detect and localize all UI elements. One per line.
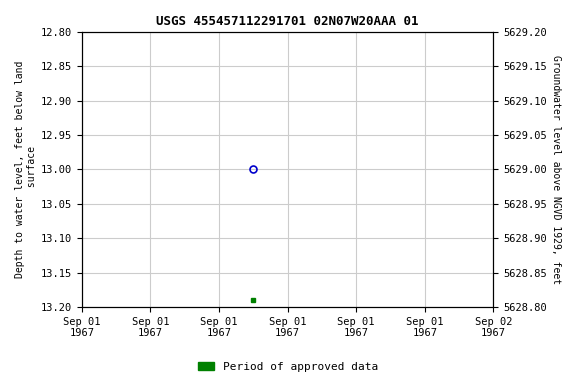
- Legend: Period of approved data: Period of approved data: [193, 358, 383, 377]
- Y-axis label: Groundwater level above NGVD 1929, feet: Groundwater level above NGVD 1929, feet: [551, 55, 561, 284]
- Y-axis label: Depth to water level, feet below land
 surface: Depth to water level, feet below land su…: [15, 61, 37, 278]
- Title: USGS 455457112291701 02N07W20AAA 01: USGS 455457112291701 02N07W20AAA 01: [156, 15, 419, 28]
